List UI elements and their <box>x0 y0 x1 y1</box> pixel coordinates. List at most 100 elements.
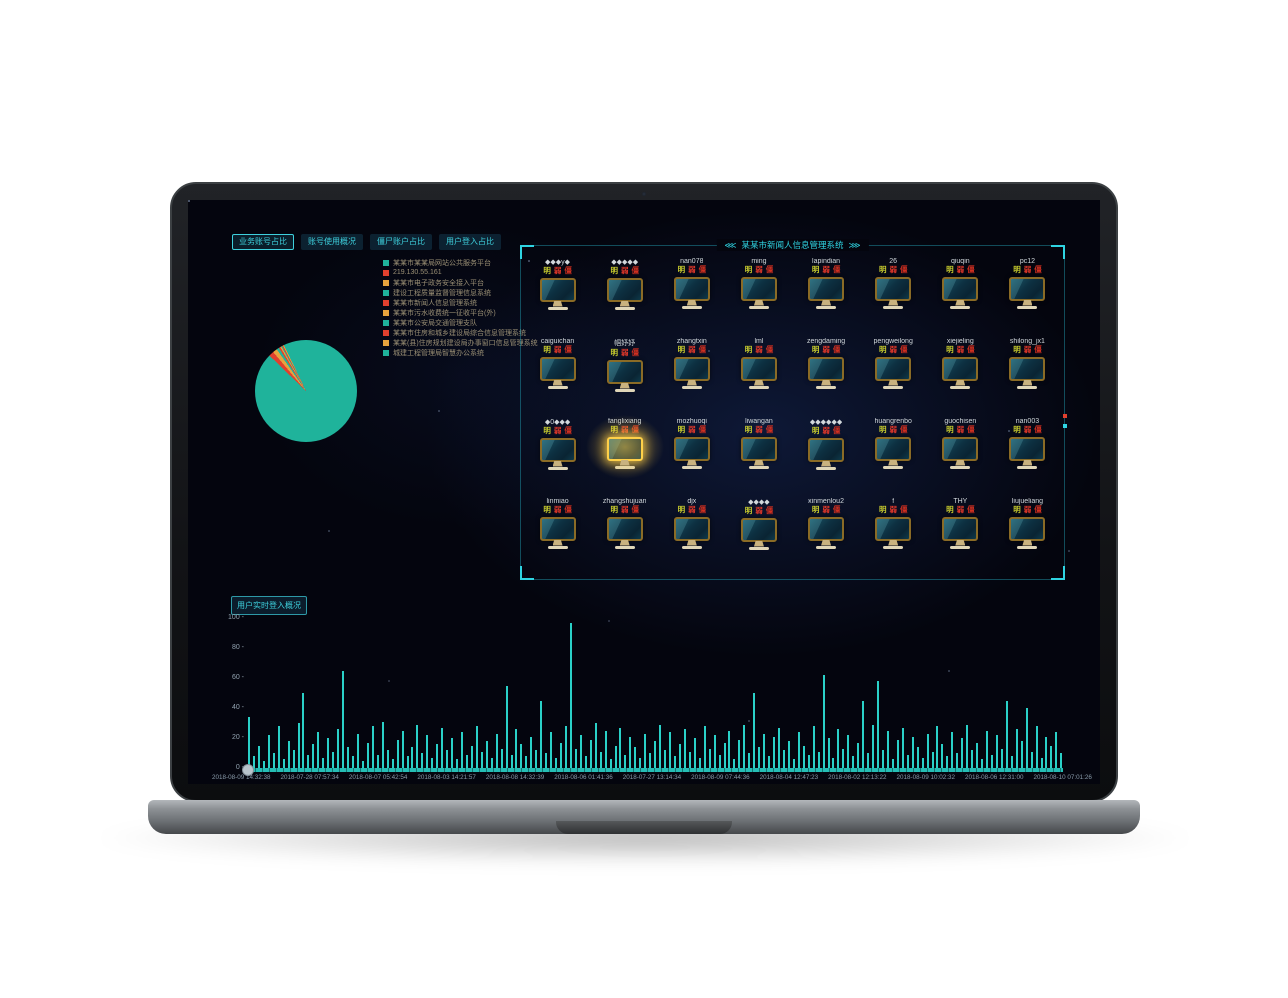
user-cell[interactable]: zengdaming 明弱僵 <box>793 338 860 418</box>
user-tags: 明弱僵 <box>678 346 707 354</box>
legend-item[interactable]: 某某市新闻人信息管理系统 <box>383 298 538 307</box>
legend-swatch-icon <box>383 259 389 266</box>
user-grid: ◆◆◆y◆ 明弱僵 ◆◆◆◆◆ 明弱僵 nan078 明弱僵 ming 明弱僵 lapindia… <box>524 258 1061 577</box>
tag-badge: 弱 <box>889 345 897 354</box>
user-cell[interactable]: linmiao 明弱僵 <box>524 498 591 578</box>
legend-item[interactable]: 某某市公安局交通管理支队 <box>383 318 538 327</box>
user-cell[interactable]: caiguichan 明弱僵 <box>524 338 591 418</box>
login-bar <box>936 726 939 768</box>
username: guochisen <box>944 418 977 425</box>
login-bar <box>302 693 305 768</box>
user-cell[interactable]: 帼妤妤明弱僵 <box>591 338 658 418</box>
tab-4[interactable]: 用户登入占比 <box>439 234 501 250</box>
user-tags: 明弱僵 <box>543 267 572 275</box>
user-cell[interactable]: ◆◆◆◆◆ 明弱僵 <box>591 258 658 338</box>
tag-badge: 弱 <box>956 345 965 354</box>
tag-badge: 弱 <box>822 426 830 435</box>
legend-item[interactable]: 某某市某某局网站公共服务平台 <box>383 258 538 267</box>
user-cell[interactable]: ◆0◆◆◆ 明弱僵 <box>524 418 591 498</box>
user-cell[interactable]: 26 明弱僵 <box>860 258 927 338</box>
legend-item[interactable]: 某某市污水收费统一征收平台(外) <box>383 308 538 317</box>
user-cell[interactable]: qiuqin 明弱僵 <box>927 258 994 338</box>
legend-item[interactable]: 某某市住房和城乡建设局综合信息管理系统 <box>383 328 538 337</box>
pie-chart[interactable] <box>255 340 357 442</box>
user-cell[interactable]: liujueliang 明弱僵 <box>994 498 1061 578</box>
legend-item[interactable]: 某某(县)住房规划建设局办事窗口信息管理系统 <box>383 338 538 347</box>
login-bar <box>822 675 825 768</box>
legend-item[interactable]: 建设工程质量监督管理信息系统 <box>383 288 538 297</box>
slider-handle-icon[interactable] <box>242 764 254 776</box>
tab-3[interactable]: 僵尸账户占比 <box>370 234 432 250</box>
user-cell[interactable]: pc12 明弱僵 <box>994 258 1061 338</box>
user-cell[interactable]: zhangtxin 明弱僵 <box>658 338 725 418</box>
login-bar <box>976 742 979 768</box>
user-cell[interactable]: liwangan 明弱僵 <box>725 418 792 498</box>
legend-item[interactable]: 219.130.55.161 <box>383 268 538 277</box>
legend-item[interactable]: 城建工程管理局智慧办公系统 <box>383 348 538 357</box>
login-bar <box>827 738 830 768</box>
login-bar <box>1055 732 1058 768</box>
tag-badge: 僵 <box>967 505 975 514</box>
monitor-icon <box>808 276 845 309</box>
user-cell[interactable]: mozhuoqi 明弱僵 <box>658 418 725 498</box>
login-bar <box>629 736 632 768</box>
user-cell[interactable]: ◆◆◆◆ 明弱僵 <box>725 498 792 578</box>
user-cell[interactable]: ◆◆◆y◆ 明弱僵 <box>524 258 591 338</box>
legend-label: 建设工程质量监督管理信息系统 <box>393 289 491 297</box>
monitor-icon <box>606 516 643 549</box>
login-bar <box>1060 753 1063 768</box>
login-bar <box>510 754 513 768</box>
tag-badge: 明 <box>946 265 954 274</box>
username: linmiao <box>546 498 569 505</box>
user-cell[interactable]: shilong_jx1 明弱僵 <box>994 338 1061 418</box>
tag-badge: 明 <box>946 425 954 434</box>
login-bar <box>718 754 721 768</box>
login-bar <box>713 735 716 768</box>
user-cell[interactable]: djx 明弱僵 <box>658 498 725 578</box>
tag-badge: 僵 <box>564 266 572 275</box>
monitor-icon <box>740 356 777 389</box>
tag-badge: 明 <box>1013 425 1021 434</box>
login-bar <box>495 733 498 768</box>
monitor-icon <box>539 437 576 470</box>
user-cell[interactable]: guochisen 明弱僵 <box>927 418 994 498</box>
login-bar <box>366 742 369 768</box>
user-tags: 明弱僵 <box>678 266 707 274</box>
datazoom-slider[interactable] <box>242 764 1063 776</box>
tag-badge: 僵 <box>832 345 841 354</box>
user-cell[interactable]: lml 明弱僵 <box>725 338 792 418</box>
tab-2[interactable]: 账号使用概况 <box>301 234 363 250</box>
frame-corner-icon <box>1051 566 1065 580</box>
login-bar <box>981 759 984 768</box>
user-cell[interactable]: nan003 明弱僵 <box>994 418 1061 498</box>
user-cell[interactable]: lapindian 明弱僵 <box>793 258 860 338</box>
tag-badge: 明 <box>878 505 887 514</box>
user-tags: 明弱僵 <box>946 426 975 434</box>
marker-red-icon <box>1063 414 1067 418</box>
user-cell[interactable]: THY 明弱僵 <box>927 498 994 578</box>
legend-item[interactable]: 某某市电子政务安全接入平台 <box>383 278 538 287</box>
user-cell[interactable]: pengweilong 明弱僵 <box>860 338 927 418</box>
login-bar <box>257 745 260 768</box>
user-cell[interactable]: xiejieling 明弱僵 <box>927 338 994 418</box>
x-axis-label: 2018-08-07 05:42:54 <box>348 774 408 781</box>
user-cell[interactable]: zhangshujuan 明弱僵 <box>591 498 658 578</box>
tag-badge: 僵 <box>967 425 975 434</box>
user-cell[interactable]: ming 明弱僵 <box>725 258 792 338</box>
tag-badge: 明 <box>744 506 753 515</box>
user-cell[interactable]: nan078 明弱僵 <box>658 258 725 338</box>
legend-label: 某某市公安局交通管理支队 <box>393 319 477 327</box>
login-bar <box>465 754 468 768</box>
login-bar <box>812 726 815 768</box>
login-bar <box>371 726 374 768</box>
user-cell[interactable]: ◆◆◆◆◆◆ 明弱僵 <box>793 418 860 498</box>
user-cell[interactable]: huangrenbo 明弱僵 <box>860 418 927 498</box>
user-cell[interactable]: fanglixiang 明弱僵 <box>591 418 658 498</box>
login-bar <box>347 747 350 768</box>
monitor-icon <box>606 436 643 469</box>
tab-1[interactable]: 业务账号占比 <box>232 234 294 250</box>
login-bar <box>550 732 553 768</box>
user-cell[interactable]: xinmenlou2 明弱僵 <box>793 498 860 578</box>
